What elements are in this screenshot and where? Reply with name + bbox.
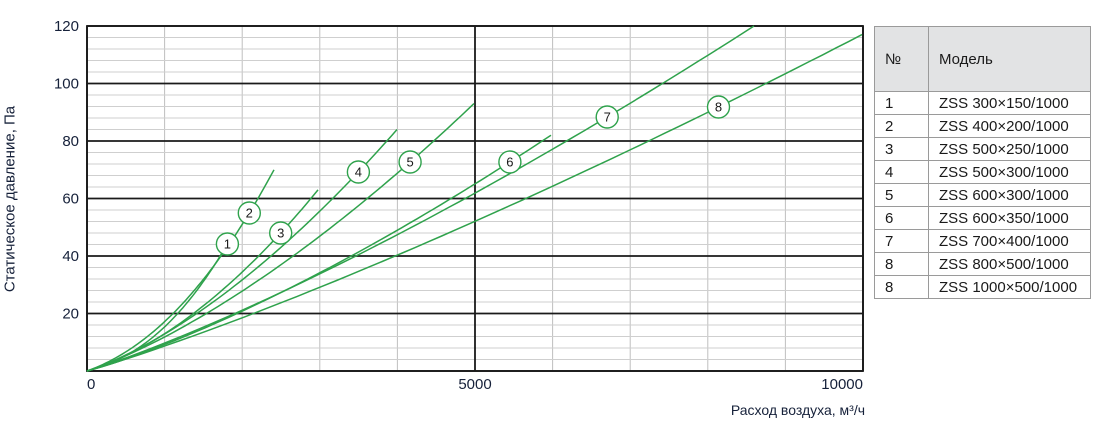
svg-text:120: 120 [54,18,79,35]
svg-text:0: 0 [87,376,95,393]
svg-text:60: 60 [62,191,79,208]
svg-text:100: 100 [54,76,79,93]
svg-text:3: 3 [277,225,284,240]
svg-text:10000: 10000 [821,376,863,393]
svg-text:8: 8 [715,99,722,114]
svg-text:80: 80 [62,133,79,150]
svg-text:40: 40 [62,248,79,265]
svg-text:5000: 5000 [458,376,491,393]
svg-text:20: 20 [62,306,79,323]
svg-text:5: 5 [406,154,413,169]
svg-text:7: 7 [604,109,611,124]
svg-text:2: 2 [246,205,253,220]
svg-text:6: 6 [506,154,513,169]
svg-text:4: 4 [355,164,362,179]
svg-text:1: 1 [224,236,231,251]
